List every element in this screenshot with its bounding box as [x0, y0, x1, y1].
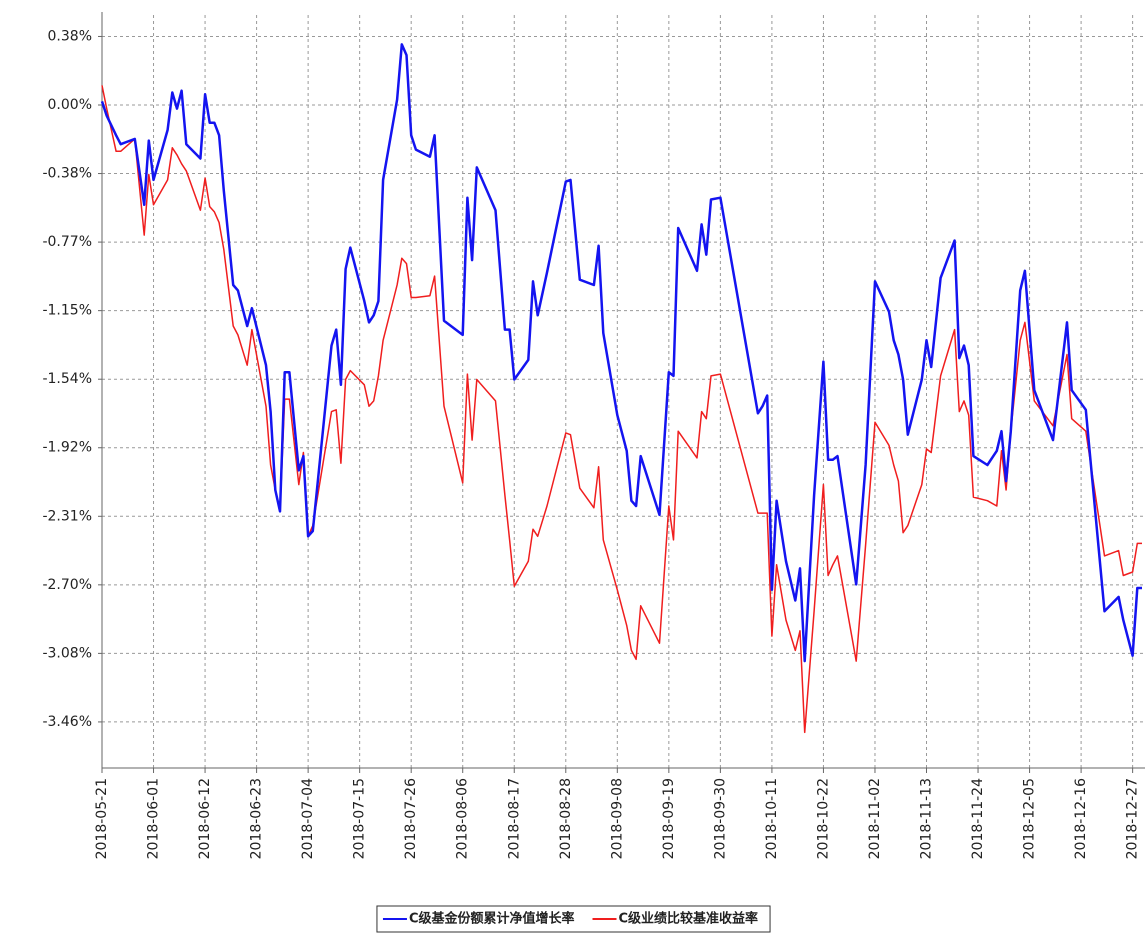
x-tick-label: 2018-08-28 — [558, 778, 574, 859]
y-tick-label: -0.38% — [42, 166, 92, 182]
x-tick-label: 2018-07-26 — [403, 778, 419, 859]
y-tick-label: -2.31% — [42, 508, 92, 524]
x-tick-label: 2018-12-16 — [1073, 778, 1089, 859]
x-tick-label: 2018-09-30 — [712, 778, 728, 859]
x-tick-label: 2018-12-05 — [1022, 778, 1038, 859]
x-tick-label: 2018-09-08 — [609, 778, 625, 859]
y-tick-label: -1.54% — [42, 371, 92, 387]
x-tick-label: 2018-06-01 — [146, 778, 162, 859]
x-tick-label: 2018-08-06 — [455, 778, 471, 859]
y-tick-label: -3.46% — [42, 714, 92, 730]
x-tick-label: 2018-08-17 — [506, 778, 522, 859]
y-tick-label: 0.38% — [48, 28, 92, 44]
x-tick-label: 2018-06-23 — [249, 778, 265, 859]
y-tick-label: 0.00% — [48, 97, 92, 113]
x-tick-label: 2018-05-21 — [94, 778, 110, 859]
x-tick-label: 2018-11-13 — [919, 778, 935, 859]
series-line — [101, 85, 1142, 734]
legend-box — [376, 905, 771, 933]
y-tick-label: -0.77% — [42, 234, 92, 250]
y-tick-label: -2.70% — [42, 577, 92, 593]
x-tick-label: 2018-07-15 — [352, 778, 368, 859]
x-tick-label: 2018-10-22 — [815, 778, 831, 859]
y-tick-label: -3.08% — [42, 645, 92, 661]
y-tick-label: -1.15% — [42, 303, 92, 319]
x-tick-label: 2018-07-04 — [300, 778, 316, 859]
x-tick-label: 2018-11-24 — [970, 778, 986, 859]
x-tick-label: 2018-09-19 — [661, 778, 677, 859]
y-tick-label: -1.92% — [42, 440, 92, 456]
series-line — [100, 43, 1142, 663]
x-tick-label: 2018-12-27 — [1125, 778, 1141, 859]
legend-label: C级基金份额累计净值增长率 — [409, 911, 575, 927]
legend: C级基金份额累计净值增长率 C级业绩比较基准收益率 — [376, 905, 771, 933]
x-tick-label: 2018-06-12 — [197, 778, 213, 859]
legend-label: C级业绩比较基准收益率 — [619, 911, 759, 927]
x-tick-label: 2018-10-11 — [764, 778, 780, 859]
x-tick-label: 2018-11-02 — [867, 778, 883, 859]
